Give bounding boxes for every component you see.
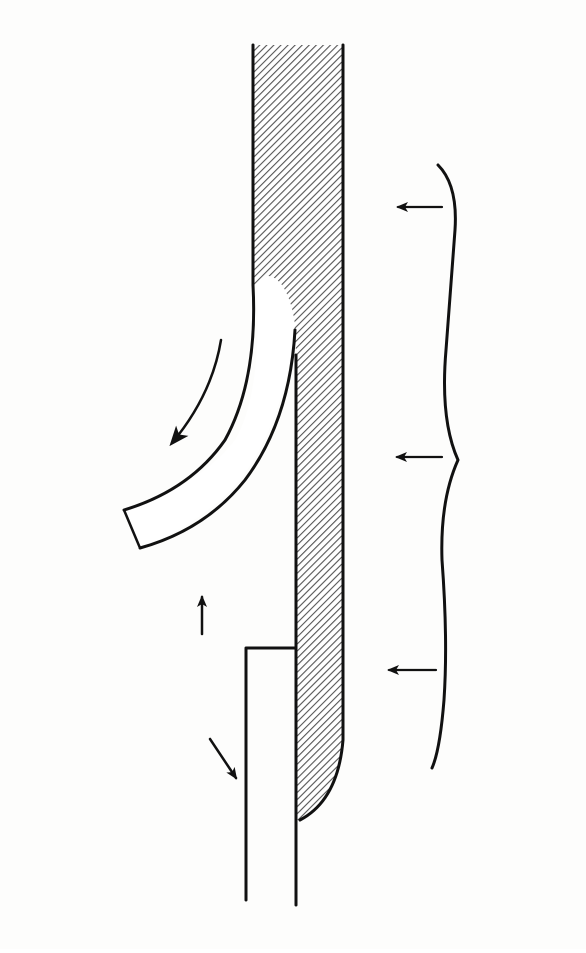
right-brace — [430, 163, 460, 770]
diagonal-arrow — [208, 737, 238, 780]
curve-motion-arrow — [169, 338, 223, 447]
hatched-bar — [253, 45, 343, 820]
curved-strip-inner — [138, 328, 297, 550]
curved-strip — [126, 275, 295, 548]
lower-rectangle — [244, 646, 298, 902]
curved-strip-end — [122, 508, 142, 550]
hatched-bar-right-edge — [298, 43, 345, 822]
curved-strip-outer — [122, 283, 256, 512]
